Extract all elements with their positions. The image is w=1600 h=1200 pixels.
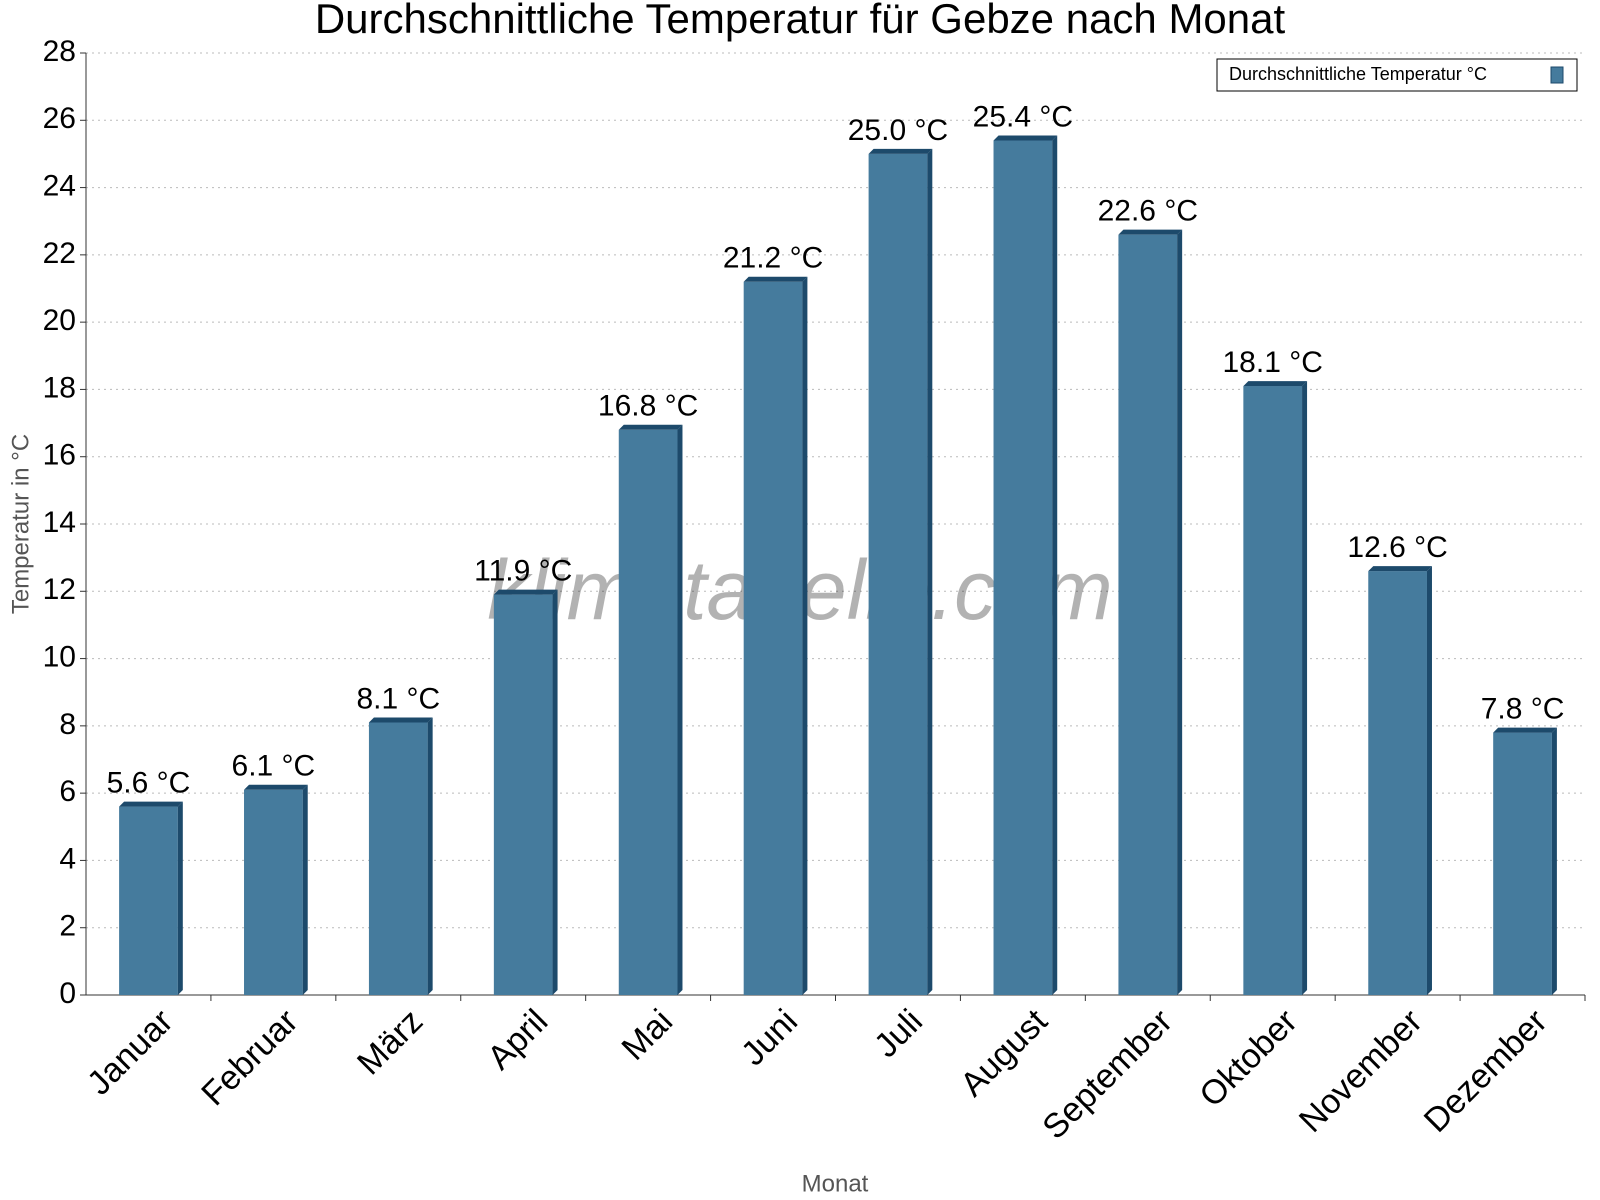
bar-top (743, 276, 808, 282)
bar-group (1243, 381, 1308, 995)
x-tick-label: April (480, 1002, 555, 1077)
bar-group (1493, 727, 1557, 995)
bar (1118, 234, 1178, 995)
value-label: 16.8 °C (598, 390, 698, 423)
bar (493, 594, 553, 995)
bar-top (368, 717, 433, 723)
x-tick-label: Juli (867, 1002, 930, 1065)
bar (1368, 571, 1427, 995)
bar-side (1177, 229, 1183, 995)
bar (993, 140, 1053, 995)
value-label: 25.4 °C (973, 100, 1073, 133)
bar-top (244, 784, 308, 790)
y-tick-label: 6 (59, 775, 76, 808)
bar-top (1368, 566, 1432, 572)
y-tick-label: 24 (43, 169, 76, 202)
bar-side (802, 276, 808, 995)
bar-side (177, 801, 183, 995)
legend-swatch (1550, 66, 1564, 84)
bar-top (993, 135, 1058, 141)
bar-side (1302, 381, 1308, 995)
bar-group (868, 148, 933, 995)
y-tick-label: 16 (43, 439, 76, 472)
x-tick-label: Februar (194, 1002, 305, 1113)
y-tick-label: 26 (43, 102, 76, 135)
bar (244, 789, 303, 995)
x-tick-label: September (1035, 1002, 1179, 1146)
value-label: 11.9 °C (474, 555, 572, 588)
y-tick-label: 2 (59, 910, 76, 943)
bar-side (927, 148, 933, 995)
bar-side (552, 589, 558, 995)
y-tick-label: 0 (59, 977, 76, 1010)
value-label: 22.6 °C (1098, 195, 1198, 228)
bar-group (618, 424, 683, 995)
x-tick-label: November (1292, 1002, 1430, 1140)
x-axis-label: Monat (802, 1170, 869, 1197)
legend-box (1216, 58, 1578, 92)
y-tick-label: 4 (59, 842, 76, 875)
bar-top (618, 424, 683, 430)
y-tick-label: 22 (43, 237, 76, 270)
chart-title: Durchschnittliche Temperatur für Gebze n… (315, 0, 1286, 42)
y-tick-label: 28 (43, 35, 76, 68)
y-tick-label: 12 (43, 573, 76, 606)
y-tick-label: 20 (43, 304, 76, 337)
bar-side (302, 784, 308, 995)
bar (743, 281, 803, 995)
x-tick-label: März (350, 1002, 430, 1082)
bar-side (1426, 566, 1432, 995)
y-tick-label: 18 (43, 371, 76, 404)
bar-group (1368, 566, 1432, 995)
x-tick-label: Oktober (1192, 1002, 1304, 1114)
bar-side (1551, 727, 1557, 995)
value-label: 8.1 °C (356, 682, 440, 715)
bar-group (493, 589, 558, 995)
x-tick-label: August (953, 1002, 1055, 1104)
y-tick-label: 14 (43, 506, 76, 539)
bar-side (677, 424, 683, 995)
bar-top (493, 589, 558, 595)
bar-side (1052, 135, 1058, 995)
value-label: 21.2 °C (723, 242, 823, 275)
y-tick-label: 10 (43, 640, 76, 673)
bar (1493, 732, 1552, 995)
bar (1243, 386, 1303, 995)
y-axis-label: Temperatur in °C (7, 434, 34, 614)
bar (119, 806, 178, 995)
bar-group (993, 135, 1058, 995)
x-tick-label: Juni (734, 1002, 805, 1073)
bar-top (1493, 727, 1557, 733)
bar-group (743, 276, 808, 995)
value-label: 12.6 °C (1347, 531, 1447, 564)
value-label: 25.0 °C (848, 114, 948, 147)
bar-group (244, 784, 308, 995)
y-tick-label: 8 (59, 708, 76, 741)
value-label: 6.1 °C (232, 750, 316, 783)
bar (618, 429, 678, 995)
legend-label: Durchschnittliche Temperatur °C (1229, 64, 1487, 84)
x-tick-label: Mai (615, 1002, 681, 1068)
value-label: 5.6 °C (107, 767, 191, 800)
bar (868, 153, 928, 995)
bar-top (1118, 229, 1183, 235)
bar-top (1243, 381, 1308, 387)
bar-top (868, 148, 933, 154)
value-label: 18.1 °C (1223, 346, 1323, 379)
bar-group (1118, 229, 1183, 995)
bar (368, 722, 428, 995)
value-label: 7.8 °C (1481, 693, 1565, 726)
bar-side (427, 717, 433, 995)
bar-top (119, 801, 183, 807)
bar-group (368, 717, 433, 995)
x-tick-label: Dezember (1417, 1002, 1555, 1140)
x-tick-label: Januar (80, 1002, 180, 1102)
bar-group (119, 801, 183, 995)
